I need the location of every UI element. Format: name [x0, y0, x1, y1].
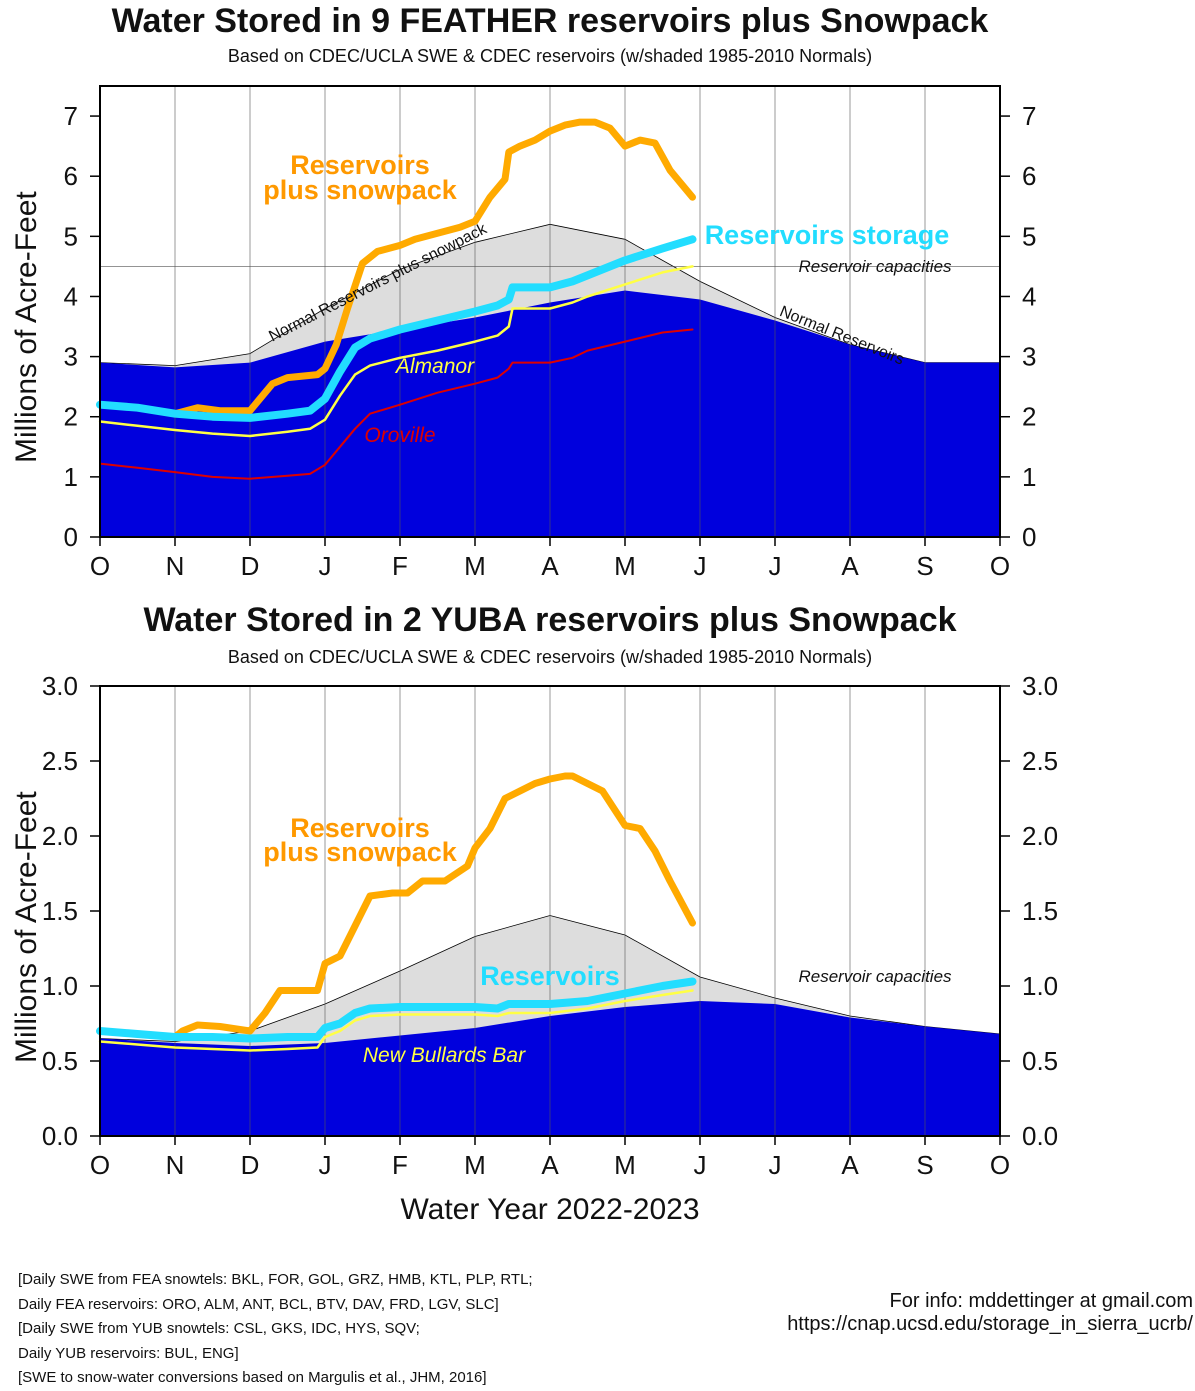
footnote-line: [SWE to snow-water conversions based on …: [18, 1369, 487, 1386]
y-tick-label: 0.5: [42, 1046, 78, 1076]
snowpack-label: plus snowpack: [263, 175, 458, 205]
snowpack-line: [96, 772, 696, 1041]
sub-reservoir-line: [98, 989, 694, 1052]
y-tick-label: 4: [64, 281, 78, 311]
sub-reservoir-line: [99, 328, 694, 480]
x-tick-label: F: [392, 551, 408, 581]
capacity-label: Reservoir capacities: [798, 967, 952, 986]
y-tick-label: 2: [64, 402, 78, 432]
x-tick-label: S: [916, 551, 933, 581]
snowpack-label: Reservoirs: [290, 150, 430, 180]
y-tick-label: 0.0: [1022, 1121, 1058, 1151]
x-tick-label: M: [614, 551, 636, 581]
y-tick-label: 2.0: [1022, 821, 1058, 851]
y-tick-label: 2.5: [1022, 746, 1058, 776]
y-tick-label: 2.5: [42, 746, 78, 776]
x-tick-label: D: [241, 1150, 260, 1180]
snowpack-line: [96, 118, 696, 418]
x-tick-label: J: [694, 551, 707, 581]
y-tick-label: 3: [64, 342, 78, 372]
x-axis-title: Water Year 2022-2023: [400, 1193, 700, 1226]
x-tick-label: O: [90, 551, 110, 581]
storage-label: Reservoirs storage: [705, 220, 950, 250]
y-tick-label: 5: [64, 221, 78, 251]
x-tick-label: M: [614, 1150, 636, 1180]
sub-reservoir-label: New Bullards Bar: [363, 1044, 526, 1067]
y-tick-label: 0.0: [42, 1121, 78, 1151]
y-tick-label: 7: [64, 101, 78, 131]
x-tick-label: O: [990, 1150, 1010, 1180]
x-tick-label: A: [841, 551, 859, 581]
contact-info: For info: mddettinger at gmail.com https…: [787, 1290, 1193, 1336]
snowpack-label: plus snowpack: [263, 837, 458, 867]
storage-label: Reservoirs: [480, 961, 620, 991]
contact-email: For info: mddettinger at gmail.com: [889, 1290, 1193, 1312]
y-tick-label: 1.5: [42, 896, 78, 926]
sub-reservoir-label: Oroville: [364, 424, 435, 447]
x-tick-label: M: [464, 551, 486, 581]
y-tick-label: 0.5: [1022, 1046, 1058, 1076]
x-tick-label: J: [769, 1150, 782, 1180]
feather-chart-title: Water Stored in 9 FEATHER reservoirs plu…: [111, 2, 989, 40]
y-tick-label: 4: [1022, 281, 1036, 311]
y-tick-label: 0: [1022, 522, 1036, 552]
y-tick-label: 1.0: [1022, 971, 1058, 1001]
feather-chart-subtitle: Based on CDEC/UCLA SWE & CDEC reservoirs…: [227, 46, 873, 66]
x-tick-label: M: [464, 1150, 486, 1180]
y-tick-label: 3.0: [1022, 671, 1058, 701]
footnote-line: Daily YUB reservoirs: BUL, ENG]: [18, 1344, 239, 1362]
yuba-chart-subtitle: Based on CDEC/UCLA SWE & CDEC reservoirs…: [227, 647, 873, 667]
data-sources-footnote: [Daily SWE from FEA snowtels: BKL, FOR, …: [18, 1268, 533, 1391]
x-tick-label: S: [916, 1150, 933, 1180]
y-tick-label: 7: [1022, 101, 1036, 131]
yuba-chart-title: Water Stored in 2 YUBA reservoirs plus S…: [143, 601, 957, 639]
y-tick-label: 6: [64, 161, 78, 191]
x-tick-label: N: [166, 1150, 185, 1180]
contact-url: https://cnap.ucsd.edu/storage_in_sierra_…: [787, 1313, 1193, 1335]
y-tick-label: 5: [1022, 221, 1036, 251]
y-tick-label: 2.0: [42, 821, 78, 851]
storage-line: [96, 977, 697, 1043]
yuba-storage-chart: 0.0 0.0 0.5 0.5 1.0 1.0 1.5 1.5 2.0 2.0 2.5 2.5 3.0 3…: [42, 671, 1058, 1180]
sub-reservoir-label: Almanor: [394, 355, 475, 378]
snowpack-label: Reservoirs: [290, 813, 430, 843]
sub-reservoir-line: [98, 265, 694, 438]
y-tick-label: 1: [1022, 462, 1036, 492]
y-tick-label: 3.0: [42, 671, 78, 701]
x-tick-label: J: [769, 551, 782, 581]
feather-storage-chart: 0 0 1 1 2 2 3 3 4 4 5 5 6 6 7 7 O N D J F M A M J J A S O Reservoirsp…: [64, 85, 1036, 581]
y-tick-label: 1.5: [1022, 896, 1058, 926]
y-tick-label: 0: [64, 522, 78, 552]
x-tick-label: O: [990, 551, 1010, 581]
x-tick-label: J: [694, 1150, 707, 1180]
footnote-line: [Daily SWE from YUB snowtels: CSL, GKS, …: [18, 1320, 420, 1337]
capacity-label: Reservoir capacities: [798, 257, 952, 276]
x-tick-label: N: [166, 551, 185, 581]
y-tick-label: 1: [64, 462, 78, 492]
x-tick-label: D: [241, 551, 260, 581]
x-tick-label: O: [90, 1150, 110, 1180]
x-tick-label: J: [319, 1150, 332, 1180]
y-tick-label: 2: [1022, 402, 1036, 432]
footnote-line: [Daily SWE from FEA snowtels: BKL, FOR, …: [18, 1271, 533, 1288]
y-tick-label: 1.0: [42, 971, 78, 1001]
x-tick-label: A: [541, 551, 559, 581]
x-tick-label: A: [541, 1150, 559, 1180]
x-tick-label: F: [392, 1150, 408, 1180]
x-tick-label: A: [841, 1150, 859, 1180]
y-tick-label: 6: [1022, 161, 1036, 191]
storage-line: [96, 235, 697, 422]
footnote-line: Daily FEA reservoirs: ORO, ALM, ANT, BCL…: [18, 1295, 499, 1313]
y-tick-label: 3: [1022, 342, 1036, 372]
x-tick-label: J: [319, 551, 332, 581]
